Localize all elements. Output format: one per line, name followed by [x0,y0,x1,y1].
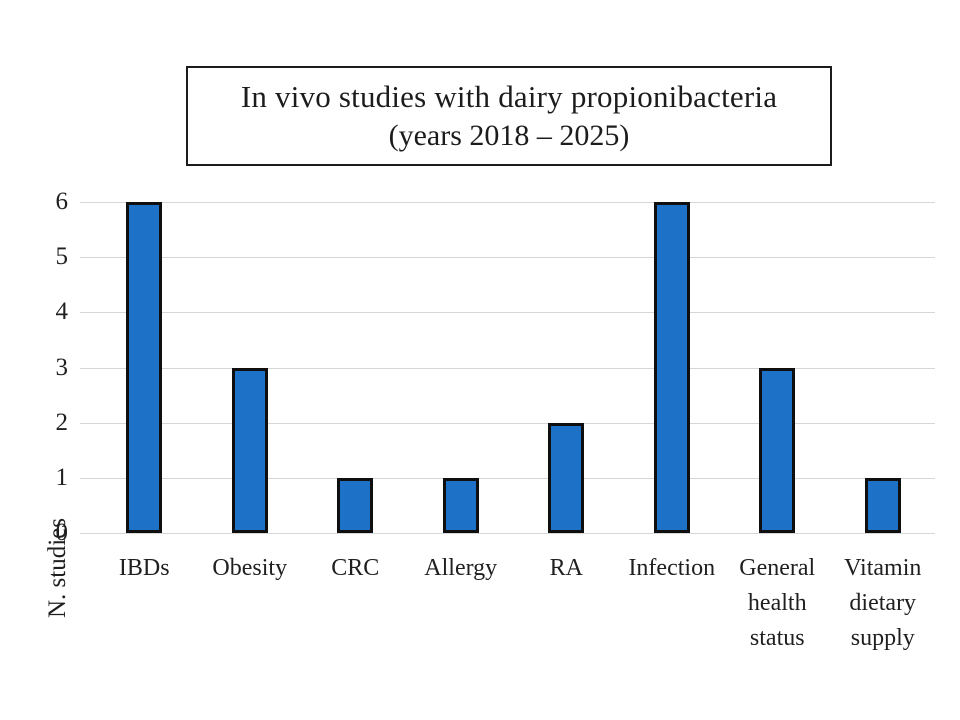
x-tick-label-crc: CRC [331,555,380,581]
x-tick-label-ibds: IBDs [118,555,170,581]
bar-infection [653,202,690,533]
gridline-y1 [80,477,935,479]
bar-ra [548,422,585,533]
y-tick-label-0: 0 [55,519,69,546]
y-tick-label-5: 5 [55,243,69,271]
gridline-y5 [80,257,935,259]
bar-general-health-status [759,367,796,533]
bar-allergy [442,477,479,533]
bar-crc [337,477,374,533]
bar-obesity [231,367,268,533]
y-tick-label-4: 4 [55,298,69,326]
y-axis-title: N. studies [44,518,71,618]
gridline-y3 [80,367,935,369]
x-tick-label-general-health-status: General health status [739,555,816,651]
bar-ibds [126,202,163,533]
gridline-y0 [80,533,935,534]
x-tick-label-allergy: Allergy [424,555,498,581]
x-tick-label-obesity: Obesity [212,555,288,581]
y-tick-label-2: 2 [55,408,69,436]
bar-chart-plot-area: 0 1 2 3 4 5 6 N. studies [44,188,935,618]
chart-title-box: In vivo studies with dairy propionibacte… [186,66,832,166]
y-tick-label-6: 6 [55,188,69,215]
x-tick-label-vitamin-dietary-supply: Vitamin dietary supply [844,555,922,651]
y-tick-label-1: 1 [55,463,69,491]
chart-title-line2: (years 2018 – 2025) [388,119,630,152]
bar-vitamin-dietary-supply [864,477,901,533]
y-tick-label-3: 3 [55,353,69,381]
gridline-y4 [80,312,935,314]
x-tick-label-ra: RA [549,555,583,581]
gridline-y2 [80,422,935,424]
chart-title-line1: In vivo studies with dairy propionibacte… [240,79,778,114]
x-tick-label-infection: Infection [628,555,716,581]
gridline-y6 [80,202,935,203]
